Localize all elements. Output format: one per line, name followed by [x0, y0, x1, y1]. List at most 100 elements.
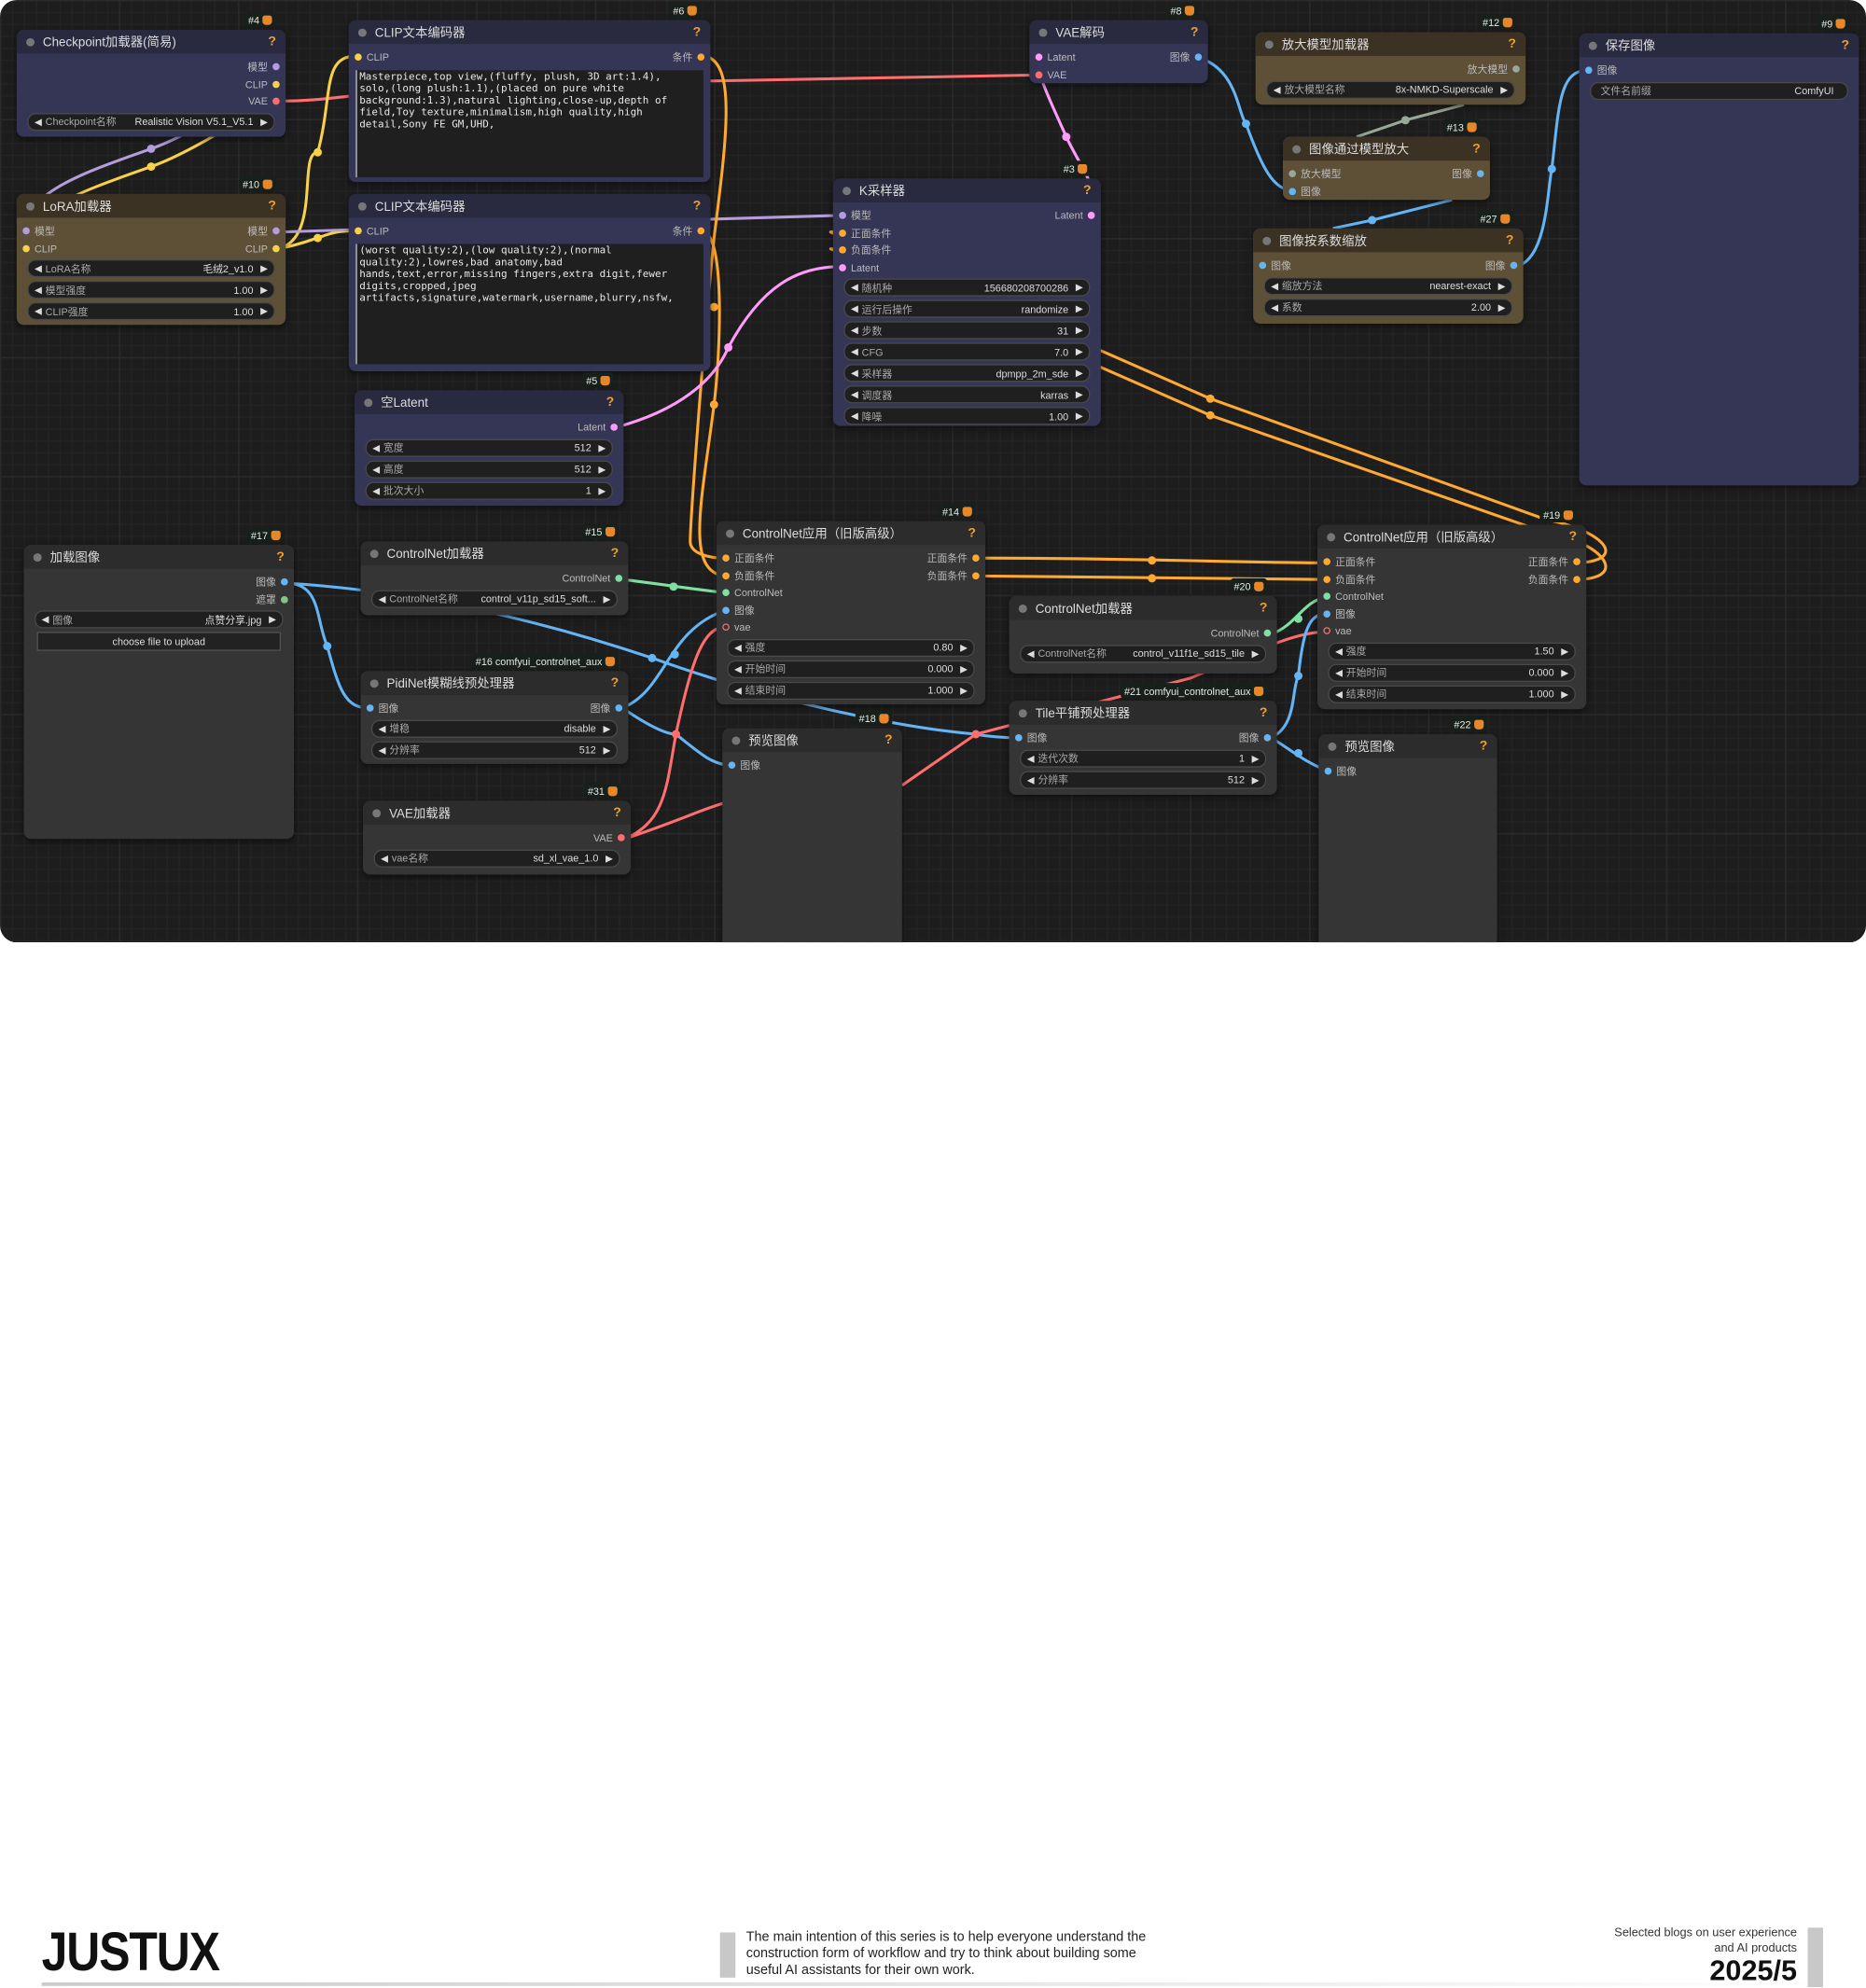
- node-header[interactable]: 图像按系数缩放?: [1253, 228, 1524, 253]
- node-27[interactable]: 图像按系数缩放? 图像 图像 ◀ 缩放方法 nearest-exact ▶ ◀ 系数 2.00 ▶: [1253, 228, 1524, 324]
- widget-value[interactable]: 2.00: [1470, 300, 1492, 313]
- node-19[interactable]: ControlNet应用（旧版高级）? 正面条件 正面条件 负面条件 负面条件 Contr…: [1316, 524, 1587, 710]
- increment-arrow-icon[interactable]: ▶: [269, 614, 276, 625]
- widget-0[interactable]: ◀ ControlNet名称 control_v11f1e_sd15_tile ▶: [1020, 644, 1267, 662]
- widget-value[interactable]: 512: [574, 463, 592, 475]
- increment-arrow-icon[interactable]: ▶: [598, 484, 606, 496]
- help-icon[interactable]: ?: [692, 199, 702, 214]
- socket-dot-icon[interactable]: [722, 623, 730, 632]
- node-graph-canvas[interactable]: #4 Checkpoint加载器(简易)? 模型 CLIP VAE ◀ Checkpoint…: [0, 0, 1866, 943]
- socket-dot-icon[interactable]: [1288, 188, 1297, 195]
- upload-button[interactable]: choose file to upload: [36, 632, 282, 651]
- widget-value[interactable]: randomize: [1021, 302, 1069, 315]
- node-header[interactable]: K采样器?: [832, 178, 1101, 202]
- widget-0[interactable]: ◀ 增稳 disable ▶: [370, 719, 618, 738]
- socket-dot-icon[interactable]: [281, 578, 288, 586]
- increment-arrow-icon[interactable]: ▶: [598, 441, 606, 453]
- widget-value[interactable]: 1.00: [233, 305, 254, 317]
- decrement-arrow-icon[interactable]: ◀: [1335, 645, 1343, 657]
- socket-dot-icon[interactable]: [272, 244, 280, 253]
- increment-arrow-icon[interactable]: ▶: [960, 663, 968, 674]
- widget-4[interactable]: ◀ 采样器 dpmpp_2m_sde ▶: [843, 364, 1091, 382]
- widget-value[interactable]: dpmpp_2m_sde: [996, 367, 1069, 380]
- collapse-dot-icon[interactable]: [1038, 27, 1048, 36]
- collapse-dot-icon[interactable]: [1264, 39, 1274, 49]
- decrement-arrow-icon[interactable]: ◀: [378, 592, 386, 605]
- widget-1[interactable]: ◀ 分辨率 512 ▶: [1020, 770, 1267, 789]
- socket-dot-icon[interactable]: [1323, 627, 1331, 635]
- node-header[interactable]: LoRA加载器?: [16, 193, 286, 218]
- node-header[interactable]: PidiNet模糊线预处理器?: [360, 671, 629, 695]
- node-17[interactable]: 加载图像? 图像 遮罩 ◀ 图像 点赞分享.jpg ▶ choose file to uplo…: [23, 545, 295, 840]
- input-slot[interactable]: 图像: [1323, 606, 1356, 620]
- widget-value[interactable]: 1.50: [1534, 645, 1554, 658]
- node-header[interactable]: ControlNet加载器?: [360, 541, 629, 565]
- socket-dot-icon[interactable]: [617, 834, 625, 842]
- help-icon[interactable]: ?: [276, 549, 285, 564]
- help-icon[interactable]: ?: [1479, 739, 1488, 754]
- increment-arrow-icon[interactable]: ▶: [603, 722, 611, 734]
- socket-dot-icon[interactable]: [722, 589, 730, 597]
- socket-dot-icon[interactable]: [1323, 558, 1331, 566]
- increment-arrow-icon[interactable]: ▶: [606, 852, 613, 864]
- prompt-textarea[interactable]: Masterpiece,top view,(fluffy, plush, 3D …: [355, 69, 703, 177]
- socket-dot-icon[interactable]: [1573, 558, 1581, 566]
- socket-dot-icon[interactable]: [1263, 630, 1272, 637]
- widget-value[interactable]: ComfyUI: [1794, 84, 1834, 97]
- decrement-arrow-icon[interactable]: ◀: [1335, 666, 1343, 678]
- decrement-arrow-icon[interactable]: ◀: [1026, 773, 1035, 785]
- widget-value[interactable]: control_v11p_sd15_soft...: [480, 592, 596, 605]
- node-3[interactable]: K采样器? 模型 Latent 正面条件 负面条件 Latent ◀ 随机种 156680208…: [832, 178, 1101, 426]
- output-slot[interactable]: 正面条件: [927, 551, 980, 565]
- socket-dot-icon[interactable]: [272, 63, 280, 71]
- output-slot[interactable]: CLIP: [245, 243, 280, 255]
- input-slot[interactable]: 图像: [1584, 63, 1617, 77]
- node-9[interactable]: 保存图像? 图像 文件名前缀 ComfyUI: [1579, 33, 1859, 486]
- input-slot[interactable]: 负面条件: [839, 243, 891, 257]
- help-icon[interactable]: ?: [884, 732, 893, 748]
- widget-0[interactable]: 文件名前缀 ComfyUI: [1590, 81, 1848, 100]
- input-slot[interactable]: CLIP: [355, 51, 389, 63]
- socket-dot-icon[interactable]: [366, 704, 374, 713]
- widget-value[interactable]: 31: [1057, 324, 1069, 337]
- socket-dot-icon[interactable]: [610, 424, 618, 432]
- help-icon[interactable]: ?: [606, 395, 615, 410]
- increment-arrow-icon[interactable]: ▶: [960, 642, 968, 653]
- widget-2[interactable]: ◀ 批次大小 1 ▶: [365, 480, 613, 500]
- node-14[interactable]: ControlNet应用（旧版高级）? 正面条件 正面条件 负面条件 负面条件 Contr…: [716, 521, 986, 705]
- node-21[interactable]: Tile平铺预处理器? 图像 图像 ◀ 迭代次数 1 ▶ ◀ 分辨率 512 ▶: [1009, 701, 1277, 796]
- output-slot[interactable]: 条件: [673, 224, 705, 238]
- decrement-arrow-icon[interactable]: ◀: [381, 852, 389, 864]
- widget-value[interactable]: 点赞分享.jpg: [204, 613, 262, 626]
- help-icon[interactable]: ?: [1568, 529, 1578, 544]
- socket-dot-icon[interactable]: [615, 575, 623, 583]
- output-slot[interactable]: CLIP: [245, 78, 280, 90]
- input-slot[interactable]: 图像: [1324, 764, 1357, 778]
- socket-dot-icon[interactable]: [1512, 65, 1520, 74]
- widget-1[interactable]: ◀ 模型强度 1.00 ▶: [27, 281, 275, 299]
- output-slot[interactable]: 图像: [1485, 258, 1518, 272]
- increment-arrow-icon[interactable]: ▶: [1075, 368, 1083, 379]
- widget-1[interactable]: ◀ 开始时间 0.000 ▶: [1328, 663, 1576, 682]
- decrement-arrow-icon[interactable]: ◀: [1271, 301, 1279, 313]
- widget-value[interactable]: 1: [585, 484, 592, 496]
- input-slot[interactable]: 负面条件: [1323, 572, 1376, 586]
- output-slot[interactable]: ControlNet: [1211, 628, 1272, 639]
- node-31[interactable]: VAE加载器? VAE ◀ vae名称 sd_xl_vae_1.0 ▶: [363, 800, 632, 875]
- help-icon[interactable]: ?: [1841, 37, 1850, 53]
- input-slot[interactable]: vae: [722, 621, 750, 633]
- socket-dot-icon[interactable]: [1584, 66, 1593, 75]
- collapse-dot-icon[interactable]: [1292, 144, 1302, 153]
- increment-arrow-icon[interactable]: ▶: [1497, 280, 1506, 291]
- increment-arrow-icon[interactable]: ▶: [1075, 389, 1083, 400]
- socket-dot-icon[interactable]: [839, 246, 846, 255]
- decrement-arrow-icon[interactable]: ◀: [1271, 280, 1279, 291]
- input-slot[interactable]: CLIP: [22, 243, 57, 255]
- node-header[interactable]: 预览图像?: [722, 728, 902, 753]
- help-icon[interactable]: ?: [610, 675, 620, 690]
- widget-value[interactable]: 512: [574, 441, 592, 453]
- collapse-dot-icon[interactable]: [1018, 604, 1027, 613]
- socket-dot-icon[interactable]: [615, 704, 623, 713]
- socket-dot-icon[interactable]: [1573, 576, 1581, 583]
- widget-2[interactable]: ◀ 结束时间 1.000 ▶: [727, 681, 975, 700]
